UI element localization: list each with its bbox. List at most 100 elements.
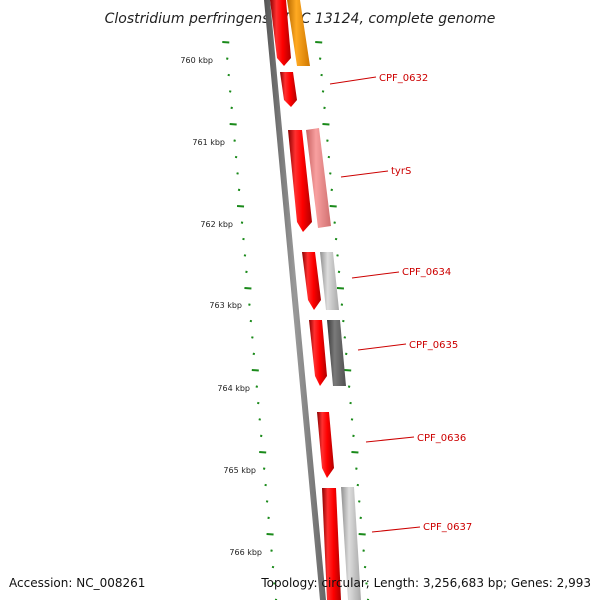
minor-tick: [262, 467, 266, 470]
minor-tick: [327, 155, 331, 159]
minor-tick: [359, 516, 362, 520]
inner-tick-ring: [222, 41, 278, 600]
minor-tick: [333, 221, 336, 224]
major-tick: [322, 123, 330, 126]
minor-tick: [365, 582, 368, 585]
minor-tick: [242, 237, 245, 241]
major-tick: [229, 123, 237, 126]
minor-tick: [255, 385, 259, 388]
major-tick: [266, 533, 274, 536]
major-tick: [244, 287, 252, 290]
kbp-label: 762 kbp: [200, 220, 233, 229]
genome-summary-text: Topology: circular; Length: 3,256,683 bp…: [261, 576, 591, 590]
major-tick: [336, 287, 345, 290]
minor-tick: [336, 254, 339, 257]
minor-tick: [318, 57, 322, 60]
gene-block-light-gray[interactable]: [320, 252, 339, 310]
minor-tick: [233, 139, 236, 142]
minor-tick: [230, 106, 233, 110]
minor-tick: [249, 319, 253, 323]
gene-arrow-tyrs[interactable]: [288, 130, 312, 232]
minor-tick: [358, 500, 361, 503]
callout-line: [351, 271, 400, 279]
major-tick: [222, 41, 230, 44]
minor-tick: [243, 254, 247, 257]
gene-block-orange[interactable]: [287, 0, 310, 66]
minor-tick: [252, 352, 256, 356]
minor-tick: [321, 90, 325, 93]
gene-label-cpf0637[interactable]: CPF_0637: [423, 522, 472, 533]
minor-tick: [326, 139, 329, 142]
gene-label-tyrs[interactable]: tyrS: [391, 166, 411, 177]
gene-arrow-cpf0631[interactable]: [270, 0, 291, 66]
minor-tick: [226, 57, 229, 60]
major-tick: [351, 451, 359, 454]
gene-block-pink[interactable]: [306, 128, 331, 228]
minor-tick: [342, 319, 345, 323]
minor-tick: [356, 483, 360, 487]
minor-tick: [363, 565, 367, 569]
callout-line: [340, 170, 389, 178]
major-tick: [329, 205, 337, 208]
minor-tick: [271, 565, 275, 569]
gene-label-cpf0632[interactable]: CPF_0632: [379, 73, 428, 84]
major-tick: [236, 205, 245, 208]
minor-tick: [240, 221, 244, 224]
gene-arrow-cpf0634[interactable]: [302, 252, 321, 310]
minor-tick: [347, 385, 351, 388]
callout-line: [371, 526, 421, 533]
accession-text: Accession: NC_008261: [9, 576, 146, 590]
minor-tick: [236, 172, 239, 175]
minor-tick: [343, 336, 347, 339]
minor-tick: [270, 549, 273, 552]
gene-label-cpf0635[interactable]: CPF_0635: [409, 340, 458, 351]
minor-tick: [237, 188, 241, 192]
gene-arrow-cpf0637[interactable]: [322, 488, 341, 600]
callout-line: [357, 343, 407, 351]
minor-tick: [329, 172, 332, 175]
minor-tick: [350, 418, 354, 421]
kbp-label: 763 kbp: [209, 301, 242, 310]
kbp-label: 765 kbp: [223, 466, 256, 475]
gene-block-light-gray-2[interactable]: [341, 487, 361, 600]
minor-tick: [245, 270, 248, 274]
minor-tick: [344, 352, 348, 356]
minor-tick: [227, 73, 230, 77]
minor-tick: [352, 434, 355, 438]
gene-label-cpf0634[interactable]: CPF_0634: [402, 267, 451, 278]
major-tick: [251, 369, 259, 372]
minor-tick: [251, 336, 254, 339]
gene-block-dark-gray[interactable]: [327, 320, 346, 386]
gene-arrow-cpf0636[interactable]: [317, 412, 334, 478]
callout-line: [365, 436, 415, 443]
minor-tick: [259, 434, 263, 438]
minor-tick: [323, 106, 326, 110]
minor-tick: [330, 188, 333, 192]
major-tick: [358, 533, 366, 536]
minor-tick: [273, 582, 276, 585]
callout-line: [329, 76, 377, 85]
gene-label-cpf0636[interactable]: CPF_0636: [417, 433, 466, 444]
minor-tick: [337, 270, 341, 274]
minor-tick: [257, 401, 260, 405]
genome-backbone: [264, 0, 326, 600]
minor-tick: [349, 401, 352, 405]
kbp-label: 764 kbp: [217, 384, 250, 393]
major-tick: [315, 41, 323, 44]
minor-tick: [234, 155, 238, 159]
minor-tick: [267, 516, 270, 520]
kbp-label: 766 kbp: [229, 548, 262, 557]
minor-tick: [355, 467, 358, 470]
minor-tick: [334, 237, 338, 241]
gene-arrow-cpf0635[interactable]: [309, 320, 327, 386]
minor-tick: [228, 90, 232, 93]
minor-tick: [258, 418, 261, 421]
kbp-label: 761 kbp: [192, 138, 225, 147]
minor-tick: [340, 303, 344, 306]
minor-tick: [320, 73, 323, 77]
major-tick: [344, 369, 352, 372]
kbp-label: 760 kbp: [180, 56, 213, 65]
gene-arrow-cpf0632[interactable]: [280, 72, 297, 107]
major-tick: [259, 451, 267, 454]
